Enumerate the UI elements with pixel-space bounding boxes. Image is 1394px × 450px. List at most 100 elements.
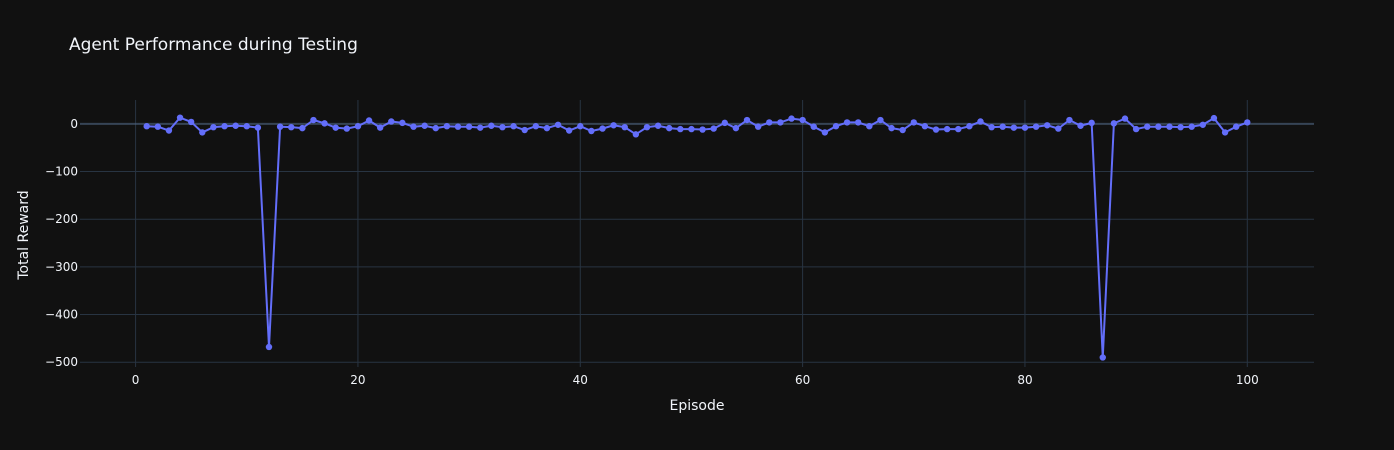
data-point — [599, 125, 606, 132]
data-point — [866, 123, 873, 130]
data-point — [632, 131, 640, 138]
data-point — [955, 125, 962, 133]
y-tick-label: −300 — [45, 260, 78, 274]
data-point — [921, 123, 929, 130]
data-point — [677, 125, 684, 133]
data-point — [588, 127, 595, 135]
data-point — [966, 123, 973, 130]
data-point — [699, 126, 706, 133]
data-point — [943, 125, 951, 133]
data-point — [832, 123, 840, 130]
data-point — [221, 123, 228, 130]
data-point — [276, 123, 284, 130]
data-point — [543, 124, 551, 132]
data-point — [932, 126, 940, 133]
data-point — [499, 123, 506, 131]
data-point — [465, 123, 473, 130]
data-point — [1177, 123, 1184, 131]
data-point — [988, 123, 995, 131]
data-point — [1110, 120, 1118, 127]
data-point — [399, 119, 406, 127]
data-point — [610, 122, 617, 129]
data-point — [1066, 116, 1073, 124]
data-point — [365, 117, 373, 124]
y-tick-label: −500 — [45, 355, 78, 369]
data-point — [176, 114, 184, 121]
data-point — [288, 123, 295, 131]
data-point — [199, 129, 206, 136]
data-point — [1221, 129, 1229, 136]
data-point — [732, 124, 740, 132]
data-point — [1166, 123, 1173, 130]
x-tick-labels: 0 20 40 60 80 100 — [132, 373, 1259, 387]
data-point — [1144, 123, 1151, 130]
data-point — [743, 116, 751, 124]
data-point — [1244, 119, 1251, 126]
data-point — [1099, 354, 1106, 361]
data-point — [799, 116, 806, 124]
data-point — [421, 122, 428, 129]
data-point — [899, 126, 906, 134]
data-point — [766, 119, 773, 126]
data-point — [521, 126, 528, 134]
data-point — [1188, 123, 1195, 130]
data-points — [143, 114, 1251, 361]
data-point — [821, 129, 829, 136]
x-tick-label: 40 — [573, 373, 588, 387]
data-point — [1077, 122, 1084, 129]
data-point — [877, 116, 884, 124]
data-point — [310, 116, 317, 124]
data-point — [454, 123, 462, 130]
data-point — [643, 123, 651, 131]
data-point — [165, 127, 173, 134]
data-point — [532, 123, 540, 130]
chart-title: Agent Performance during Testing — [69, 35, 358, 55]
data-point — [1199, 121, 1207, 128]
data-point — [910, 119, 917, 126]
x-tick-label: 100 — [1236, 373, 1259, 387]
y-gridlines — [80, 122, 1314, 363]
data-point — [666, 124, 673, 132]
data-point — [999, 123, 1006, 130]
data-point — [977, 118, 984, 125]
y-tick-label: 0 — [70, 117, 78, 131]
data-point — [1232, 123, 1240, 130]
data-point — [232, 122, 239, 129]
data-point — [254, 124, 262, 131]
data-point — [577, 123, 584, 130]
data-point — [354, 123, 362, 130]
data-point — [210, 123, 217, 131]
data-point — [777, 119, 784, 126]
data-point — [154, 123, 162, 130]
data-point — [376, 124, 384, 131]
data-point — [1055, 125, 1062, 132]
data-point — [810, 123, 817, 130]
data-point — [1121, 115, 1129, 122]
y-tick-label: −100 — [45, 165, 78, 179]
data-point — [843, 119, 851, 126]
data-point — [1010, 124, 1018, 131]
data-point — [1021, 124, 1029, 131]
x-tick-label: 80 — [1017, 373, 1032, 387]
data-point — [321, 120, 328, 127]
data-point — [721, 119, 728, 127]
data-point — [754, 123, 762, 130]
data-point — [788, 115, 795, 122]
x-tick-label: 60 — [795, 373, 810, 387]
data-point — [654, 122, 662, 129]
data-point — [688, 125, 695, 133]
data-point — [443, 123, 451, 130]
series-line — [146, 116, 1248, 359]
data-point — [388, 118, 395, 125]
data-point — [1155, 123, 1162, 130]
data-point — [1088, 119, 1095, 127]
data-point — [299, 124, 306, 132]
y-tick-label: −400 — [45, 308, 78, 322]
data-point — [621, 123, 628, 131]
data-point — [488, 122, 495, 129]
data-point — [565, 127, 573, 134]
y-axis-title: Total Reward — [16, 190, 32, 280]
data-point — [143, 123, 150, 130]
